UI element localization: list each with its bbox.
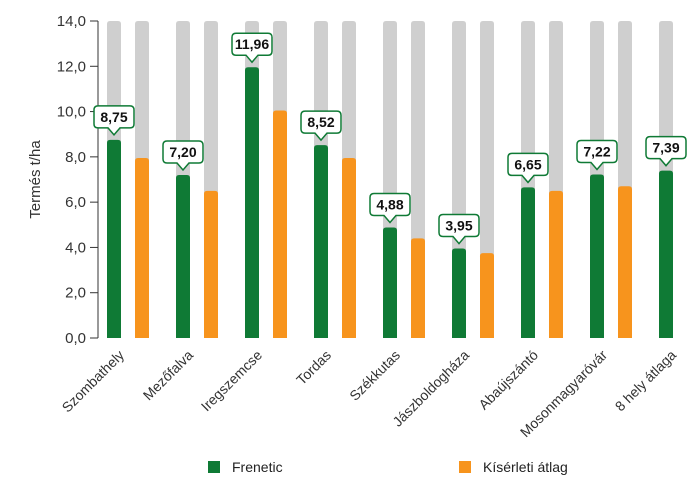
y-tick-label: 10,0	[57, 104, 86, 121]
bar-frenetic	[245, 67, 259, 338]
bar-frenetic	[314, 145, 328, 338]
bar-frenetic	[383, 227, 397, 338]
legend: Frenetic Kísérleti átlag	[0, 459, 691, 479]
y-tick-label: 8,0	[65, 149, 86, 166]
legend-swatch-kiserleti-atlag	[459, 461, 471, 473]
data-label: 4,88	[376, 197, 403, 213]
bar-frenetic	[659, 170, 673, 338]
bar-frenetic	[521, 187, 535, 338]
data-label-group: 8,75	[93, 105, 135, 137]
data-label: 7,22	[583, 144, 610, 160]
bar-kiserleti-atlag	[411, 238, 425, 338]
data-label-box	[438, 213, 480, 245]
y-tick-label: 14,0	[57, 13, 86, 30]
data-label: 11,96	[235, 36, 269, 52]
data-label-group: 4,88	[369, 192, 411, 224]
legend-label-kiserleti-atlag: Kísérleti átlag	[483, 459, 568, 475]
data-label-group: 3,95	[438, 213, 480, 245]
y-tick-label: 4,0	[65, 239, 86, 256]
legend-label-frenetic: Frenetic	[232, 459, 283, 475]
data-label-box	[162, 140, 204, 172]
legend-swatch-frenetic	[208, 461, 220, 473]
data-label: 8,75	[100, 109, 127, 125]
legend-item-kiserleti-atlag: Kísérleti átlag	[459, 459, 568, 475]
data-label-box	[300, 110, 342, 142]
x-category-label: Székkutas	[346, 347, 403, 404]
bar-chart: 0,0 2,0 4,0 6,0 8,0 10,0 12,0 14,0 Termés t/ha 8,…	[27, 13, 687, 440]
bar-frenetic	[176, 174, 190, 338]
data-label-box	[231, 32, 273, 64]
y-tick-label: 12,0	[57, 58, 86, 75]
y-axis-title: Termés t/ha	[27, 140, 44, 219]
bar-kiserleti-atlag	[480, 253, 494, 338]
x-category-label: Abaújszántó	[475, 347, 541, 413]
x-category-label: Mezőfalva	[140, 347, 197, 404]
x-category-label: Tordas	[293, 347, 334, 388]
bar-kiserleti-atlag	[273, 110, 287, 338]
data-label-group: 11,96	[231, 32, 273, 64]
data-label-box	[507, 152, 549, 184]
data-label: 7,39	[652, 140, 679, 156]
data-label-group: 7,22	[576, 139, 618, 171]
y-tick-label: 6,0	[65, 194, 86, 211]
y-tick-label: 2,0	[65, 285, 86, 302]
x-category-label: 8 hely átlaga	[612, 347, 680, 415]
y-tick-label: 0,0	[65, 330, 86, 347]
data-label: 8,52	[307, 114, 334, 130]
x-category-label: Szombathely	[59, 347, 128, 416]
data-label: 3,95	[445, 218, 472, 234]
data-label: 7,20	[169, 144, 196, 160]
data-label-box	[369, 192, 411, 224]
bar-kiserleti-atlag	[135, 157, 149, 338]
bar-frenetic	[590, 174, 604, 338]
legend-item-frenetic: Frenetic	[208, 459, 283, 475]
data-label-box	[576, 139, 618, 171]
data-label-group: 6,65	[507, 152, 549, 184]
data-label-box	[93, 105, 135, 137]
x-category-label: Iregszemcse	[198, 347, 266, 415]
data-label-box	[645, 135, 687, 167]
data-label-group: 8,52	[300, 110, 342, 142]
bar-kiserleti-atlag	[618, 186, 632, 338]
bar-kiserleti-atlag	[342, 157, 356, 338]
bar-frenetic	[107, 139, 121, 338]
bar-kiserleti-atlag	[204, 190, 218, 338]
data-label: 6,65	[514, 156, 541, 172]
data-label-group: 7,39	[645, 135, 687, 167]
bar-frenetic	[452, 248, 466, 338]
bar-kiserleti-atlag	[549, 190, 563, 338]
data-label-group: 7,20	[162, 140, 204, 172]
